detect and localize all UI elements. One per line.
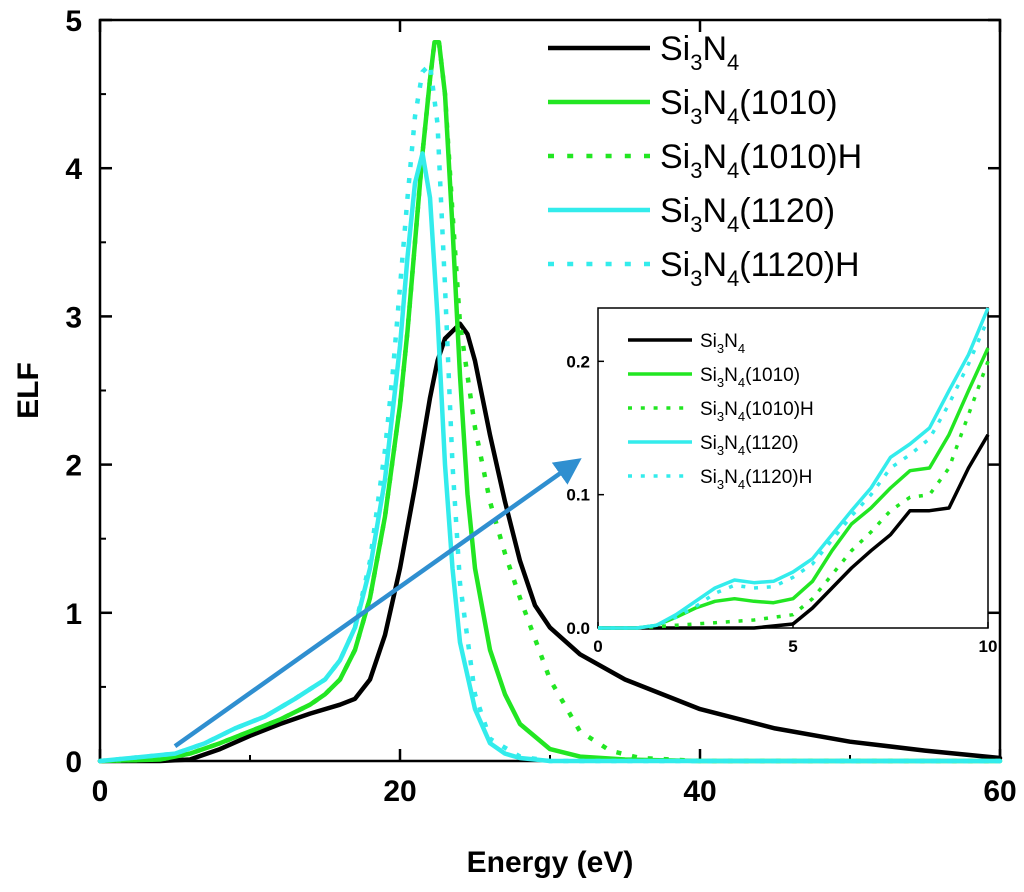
- main-legend: Si3N4 Si3N4(1010) Si3N4(1010)H Si3N4(1120) S…: [548, 30, 862, 291]
- inset-legend-entry: Si3N4(1010): [700, 365, 800, 390]
- inset-legend-entry: Si3N4(1120)H: [700, 467, 812, 492]
- inset-series-line: [598, 433, 990, 630]
- y-axis-title: ELF: [12, 362, 45, 419]
- inset-y-tick-label: 0.1: [566, 486, 590, 505]
- series-line: [97, 39, 1003, 764]
- inset-series-line: [598, 307, 990, 630]
- main-plot: 0 20 40 60 0 1 2 3 4 5 Energy (eV) ELF: [12, 5, 1017, 879]
- x-tick-label: 40: [683, 775, 716, 808]
- series-line: [97, 321, 1003, 764]
- legend-entry: Si3N4: [660, 30, 739, 75]
- legend-entry: Si3N4(1120): [660, 192, 835, 237]
- inset-y-tick-label: 0.0: [566, 619, 590, 638]
- inset-x-tick-label: 5: [788, 637, 797, 656]
- y-tick-label: 0: [65, 746, 82, 779]
- inset-legend-entry: Si3N4: [700, 331, 745, 356]
- x-tick-label: 60: [983, 775, 1016, 808]
- legend-entry: Si3N4(1120)H: [660, 246, 860, 291]
- inset-series-line: [598, 347, 990, 630]
- inset-series-line: [598, 318, 990, 630]
- inset-plot: 0 5 10 0.0 0.1 0.2 Si3N4 Si3N4(1010) Si3N4(1010)…: [566, 307, 998, 656]
- inset-y-tick-label: 0.2: [566, 352, 590, 371]
- inset-series-line: [598, 360, 990, 630]
- annotation-arrow: [173, 458, 582, 749]
- x-tick-label: 20: [383, 775, 416, 808]
- series-line: [97, 151, 1003, 764]
- inset-x-tick-label: 0: [593, 637, 602, 656]
- y-tick-label: 1: [65, 598, 82, 631]
- inset-x-tick-label: 10: [979, 637, 998, 656]
- inset-legend-entry: Si3N4(1120): [700, 433, 799, 458]
- inset-legend-entry: Si3N4(1010)H: [700, 399, 814, 424]
- y-tick-label: 3: [65, 301, 82, 334]
- legend-entry: Si3N4(1010): [660, 84, 838, 129]
- y-tick-label: 2: [65, 450, 82, 483]
- y-tick-label: 5: [65, 5, 82, 38]
- legend-entry: Si3N4(1010)H: [660, 138, 862, 183]
- series-line: [99, 39, 1000, 764]
- x-tick-label: 0: [92, 775, 109, 808]
- x-axis-title: Energy (eV): [467, 846, 634, 879]
- y-tick-label: 4: [65, 153, 82, 186]
